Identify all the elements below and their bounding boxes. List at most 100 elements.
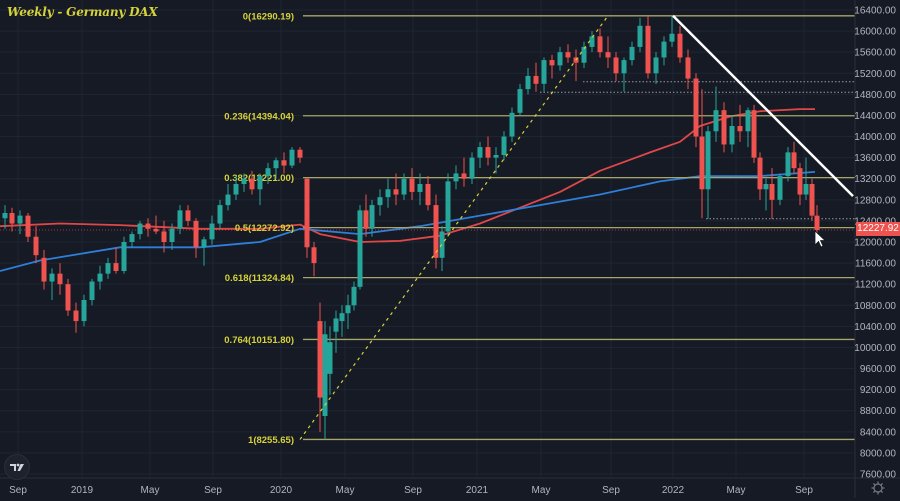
price-tick-label: 14400.00	[854, 111, 896, 122]
time-tick-label: Sep	[795, 485, 813, 496]
candle-body	[785, 152, 791, 177]
candle-body	[581, 46, 587, 63]
fib-level-label: 0(16290.19)	[243, 11, 294, 22]
candle-body	[57, 273, 63, 285]
candle-body	[65, 284, 71, 311]
candle-body	[645, 25, 651, 74]
candle-body	[613, 57, 619, 74]
time-axis[interactable]: Sep 2019 May Sep 2020 May Sep 2021 May Sep 2022 May…	[9, 485, 813, 496]
candle-body	[304, 178, 310, 248]
last-price-label: 12227.92	[856, 222, 900, 236]
price-tick-label: 11200.00	[855, 280, 896, 291]
candle-body	[121, 242, 127, 271]
fib-anchor-dotted-line[interactable]	[299, 15, 609, 440]
candle-body	[597, 36, 603, 53]
candle-body	[241, 178, 247, 184]
candle-body	[105, 263, 111, 274]
candle-body	[721, 110, 727, 145]
candle-body	[89, 281, 95, 300]
price-axis[interactable]: 16400.00 16000.00 15600.00 15200.00 14800.00…	[854, 6, 896, 481]
candle-body	[661, 41, 667, 58]
candle-body	[137, 223, 143, 235]
candle-body	[327, 342, 333, 374]
candle-body	[129, 234, 135, 242]
candle-body	[161, 231, 167, 242]
time-tick-label: 2020	[270, 485, 293, 496]
candle-body	[439, 231, 445, 258]
candle-body	[769, 184, 775, 200]
candle-body	[493, 155, 499, 158]
candle-body	[113, 263, 119, 271]
candle-body	[225, 194, 231, 206]
time-tick-label: 2019	[71, 485, 94, 496]
candle-body	[249, 178, 255, 190]
fib-level-label: 0.5(12272.92)	[235, 223, 294, 234]
candle-body	[351, 286, 357, 306]
candle-body	[193, 220, 199, 248]
price-tick-label: 9200.00	[860, 385, 897, 396]
price-tick-label: 14000.00	[854, 132, 896, 143]
price-tick-label: 16400.00	[854, 6, 896, 17]
price-tick-label: 10000.00	[854, 343, 896, 354]
trendlines[interactable]	[299, 14, 854, 440]
candle-body	[25, 215, 31, 237]
time-tick-label: May	[141, 485, 160, 496]
price-tick-label: 13600.00	[854, 153, 896, 164]
candle-body	[751, 110, 757, 158]
price-tick-label: 13200.00	[854, 174, 896, 185]
candle-body	[9, 213, 15, 224]
candle-body	[401, 178, 407, 195]
candle-body	[791, 152, 797, 169]
candlestick-series	[2, 15, 820, 440]
candle-body	[605, 52, 611, 58]
candle-body	[737, 126, 743, 132]
descending-resistance-line[interactable]	[672, 14, 854, 198]
candle-body	[41, 257, 47, 282]
candle-body	[339, 313, 345, 322]
price-tick-label: 12000.00	[854, 238, 896, 249]
candle-body	[797, 168, 803, 195]
tradingview-logo-icon[interactable]	[4, 454, 30, 480]
candle-body	[417, 184, 423, 192]
candle-body	[257, 176, 263, 190]
candle-body	[177, 210, 183, 229]
candle-body	[549, 60, 555, 66]
candle-body	[281, 160, 287, 166]
candle-body	[393, 189, 399, 195]
price-tick-label: 16000.00	[854, 27, 896, 38]
candle-body	[445, 181, 451, 232]
candle-body	[517, 89, 523, 113]
time-tick-label: May	[532, 485, 551, 496]
gear-icon[interactable]	[870, 480, 886, 496]
candle-body	[153, 228, 159, 232]
price-tick-label: 9600.00	[860, 364, 897, 375]
price-tick-label: 12800.00	[854, 195, 896, 206]
candle-body	[345, 305, 351, 314]
candle-body	[333, 318, 339, 332]
candle-body	[201, 239, 207, 248]
time-tick-label: 2022	[662, 485, 685, 496]
candle-body	[699, 136, 705, 190]
candle-body	[809, 184, 815, 216]
candle-body	[745, 110, 751, 132]
candle-body	[621, 60, 627, 74]
candle-body	[377, 197, 383, 206]
candle-body	[97, 273, 103, 282]
candle-body	[629, 46, 635, 61]
price-tick-label: 8800.00	[860, 406, 897, 417]
candle-body	[433, 205, 439, 258]
candle-body	[541, 60, 547, 84]
candle-body	[677, 33, 683, 58]
price-tick-label: 12400.00	[854, 216, 896, 227]
candle-body	[369, 205, 375, 229]
candle-body	[803, 184, 809, 195]
fib-level-label: 0.618(11324.84)	[225, 273, 294, 284]
candle-body	[273, 160, 279, 169]
candle-body	[185, 210, 191, 221]
candle-body	[565, 52, 571, 58]
candle-body	[557, 52, 563, 66]
candle-body	[757, 157, 763, 190]
candle-body	[145, 223, 151, 229]
fibonacci-retracement[interactable]: 0(16290.19)0.236(14394.04)0.382(13221.00…	[224, 11, 855, 446]
